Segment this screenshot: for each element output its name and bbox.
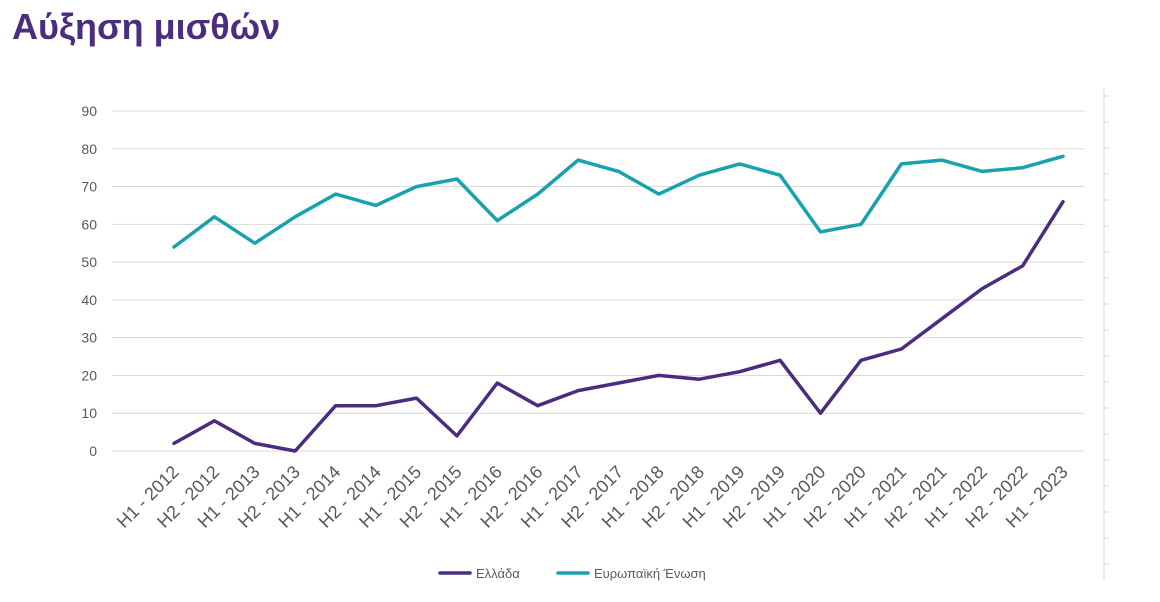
- y-tick-label: 70: [81, 179, 97, 195]
- right-edge-decoration: [1103, 88, 1109, 580]
- y-tick-label: 40: [81, 292, 97, 308]
- series-lines: [172, 154, 1065, 453]
- y-tick-label: 0: [89, 443, 97, 459]
- legend-label-1: Ευρωπαϊκή Ένωση: [594, 566, 706, 581]
- y-tick-label: 60: [81, 216, 97, 232]
- y-tick-label: 50: [81, 254, 97, 270]
- y-tick-label: 20: [81, 367, 97, 383]
- y-tick-label: 90: [81, 103, 97, 119]
- page-title: Αύξηση μισθών: [12, 6, 281, 47]
- y-tick-label: 10: [81, 405, 97, 421]
- series-line-1: [172, 154, 1065, 249]
- gridlines: [112, 110, 1084, 452]
- y-tick-label: 80: [81, 141, 97, 157]
- y-tick-label: 30: [81, 330, 97, 346]
- legend: Ελλάδα Ευρωπαϊκή Ένωση: [438, 566, 706, 581]
- legend-label-0: Ελλάδα: [476, 566, 520, 581]
- y-axis-ticks: 0 10 20 30 40 50 60 70 80 90: [81, 103, 97, 459]
